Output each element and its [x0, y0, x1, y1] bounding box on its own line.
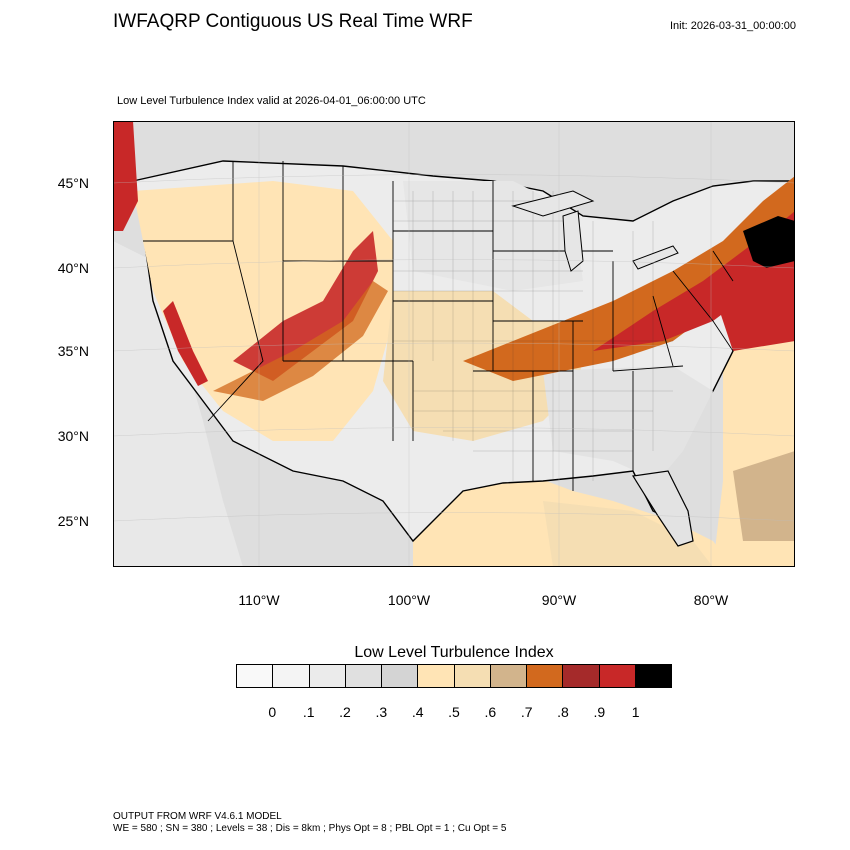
colorbar-label: 1 — [631, 704, 640, 720]
colorbar-box — [345, 665, 382, 687]
colorbar-box — [635, 665, 671, 687]
model-info-line: OUTPUT FROM WRF V4.6.1 MODEL — [113, 811, 282, 822]
colorbar-box — [527, 665, 564, 687]
colorbar-box — [273, 665, 310, 687]
lake-superior — [511, 190, 595, 217]
legend-title: Low Level Turbulence Index — [354, 644, 554, 661]
northeast-max-region — [743, 216, 795, 271]
init-time-label: Init: 2026-03-31_00:00:00 — [670, 20, 796, 32]
lon-label-100: 100°W — [387, 592, 431, 608]
ohio-valley-band — [463, 176, 795, 381]
colorbar-box — [490, 665, 527, 687]
florida-peninsula — [632, 470, 694, 547]
lat-label-30: 30°N — [57, 428, 89, 444]
pacific-northwest-high — [113, 121, 138, 231]
colorbar-box — [599, 665, 636, 687]
colorbar-label: 0 — [268, 704, 277, 720]
lon-label-90: 90°W — [541, 592, 577, 608]
lake-erie — [632, 245, 679, 270]
colorbar-label: .6 — [484, 704, 497, 720]
pacific-ocean — [113, 241, 243, 567]
rockies-orange-band — [213, 281, 388, 401]
colorbar-label: .2 — [339, 704, 351, 720]
colorbar-label: .7 — [520, 704, 533, 720]
rockies-high-band — [233, 231, 378, 381]
lon-label-80: 80°W — [693, 592, 729, 608]
colorbar — [236, 664, 672, 688]
colorbar-box — [454, 665, 491, 687]
lat-label-40: 40°N — [57, 260, 89, 276]
colorbar-label: .8 — [557, 704, 569, 720]
valid-time-subtitle: Low Level Turbulence Index valid at 2026… — [117, 95, 426, 107]
gulf-tan-band — [543, 501, 713, 567]
colorbar-label: .3 — [375, 704, 388, 720]
lon-label-110: 110°W — [238, 592, 280, 608]
colorbar-box — [382, 665, 419, 687]
colorbar-label: .4 — [411, 704, 424, 720]
sierra-high-band — [163, 301, 208, 386]
graticule — [113, 121, 795, 567]
colorbar-box — [563, 665, 600, 687]
model-params-line: WE = 580 ; SN = 380 ; Levels = 38 ; Dis … — [113, 823, 507, 834]
turbulence-map — [113, 121, 795, 567]
colorbar-label: .9 — [593, 704, 606, 720]
map-title: IWFAQRP Contiguous US Real Time WRF — [113, 11, 473, 32]
atlantic-tan-patch — [733, 451, 795, 541]
colorbar-box — [237, 665, 274, 687]
colorbar-box — [309, 665, 346, 687]
colorbar-label: .1 — [302, 704, 315, 720]
lake-michigan — [562, 210, 584, 272]
lat-label-35: 35°N — [57, 343, 89, 359]
county-boundaries — [393, 191, 673, 481]
northeast-dark-band — [713, 261, 795, 351]
lat-label-25: 25°N — [57, 513, 89, 529]
southeast-low-region — [543, 366, 713, 481]
colorbar-label: .5 — [448, 704, 460, 720]
colorbar-box — [418, 665, 455, 687]
lat-label-45: 45°N — [57, 175, 89, 191]
